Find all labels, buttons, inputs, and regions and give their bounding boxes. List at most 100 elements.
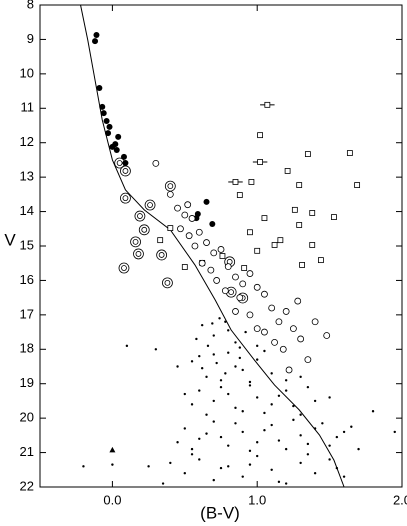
point: [82, 465, 85, 468]
point: [190, 447, 194, 451]
point: [284, 482, 288, 485]
point: [357, 447, 360, 451]
point: [282, 308, 290, 315]
point: [164, 180, 176, 192]
point: [219, 435, 223, 439]
point: [227, 392, 230, 396]
ring: [138, 224, 150, 236]
ring: [132, 238, 139, 245]
point: [125, 344, 129, 348]
ring: [121, 265, 127, 271]
ring: [135, 251, 142, 257]
point: [100, 110, 107, 117]
point: [212, 334, 215, 337]
point: [183, 392, 186, 396]
point: [130, 236, 141, 248]
point: [306, 442, 310, 446]
point: [342, 475, 346, 478]
point: [271, 338, 278, 346]
point: [105, 130, 112, 137]
y-axis-title: V: [4, 230, 16, 249]
point: [346, 150, 353, 156]
x-tick-label: 2.0: [393, 492, 407, 507]
point: [304, 356, 312, 364]
point: [195, 228, 203, 236]
y-tick-label: 22: [20, 478, 34, 493]
y-tick-label: 13: [20, 169, 34, 184]
point: [198, 458, 201, 461]
y-tick-label: 18: [20, 341, 34, 356]
point: [134, 210, 146, 222]
point: [284, 389, 288, 392]
point: [169, 461, 172, 465]
ring: [120, 165, 131, 177]
point: [244, 330, 247, 334]
point: [190, 403, 194, 406]
point: [203, 198, 210, 205]
point: [238, 346, 242, 349]
point: [275, 318, 283, 326]
point: [227, 444, 230, 447]
y-tick-label: 12: [20, 134, 34, 149]
point: [241, 410, 244, 413]
point: [219, 385, 223, 389]
ring: [114, 157, 126, 169]
point: [299, 461, 302, 465]
point: [120, 192, 131, 204]
point: [103, 118, 110, 125]
ring: [137, 213, 143, 219]
ring: [167, 183, 174, 189]
ring: [133, 248, 144, 260]
point: [270, 468, 273, 471]
point: [219, 253, 226, 259]
point: [313, 427, 317, 430]
point: [328, 444, 331, 447]
point: [331, 214, 337, 220]
point: [205, 375, 208, 379]
point: [270, 403, 273, 406]
point: [268, 304, 276, 312]
point: [219, 379, 223, 382]
point: [198, 354, 201, 358]
point: [248, 380, 252, 384]
point: [279, 345, 287, 353]
point: [241, 368, 244, 372]
point: [256, 454, 259, 458]
point: [277, 480, 281, 484]
ring: [130, 236, 141, 248]
point: [200, 367, 204, 370]
point: [120, 153, 127, 160]
x-tick-label: 0.0: [103, 492, 121, 507]
point: [248, 179, 255, 185]
point: [328, 458, 331, 461]
point: [253, 283, 261, 291]
point: [227, 329, 230, 332]
point: [299, 262, 305, 268]
point: [256, 396, 259, 399]
point: [183, 427, 186, 430]
point: [210, 249, 218, 257]
ring: [228, 289, 235, 296]
point: [248, 449, 252, 453]
ring: [164, 180, 176, 192]
point: [234, 365, 237, 368]
point: [176, 365, 179, 368]
point: [350, 425, 353, 428]
point: [115, 133, 122, 140]
point: [195, 337, 198, 341]
point: [263, 428, 266, 432]
point: [271, 242, 278, 248]
point: [161, 482, 165, 485]
point: [181, 211, 189, 219]
point: [292, 418, 295, 422]
point: [304, 151, 311, 157]
point: [205, 432, 208, 435]
point: [238, 356, 242, 360]
ring: [158, 252, 165, 258]
point: [257, 132, 263, 139]
point: [292, 404, 295, 408]
point: [200, 323, 204, 327]
x-tick-label: 1.0: [248, 492, 266, 507]
point: [212, 399, 215, 403]
point: [234, 341, 237, 344]
